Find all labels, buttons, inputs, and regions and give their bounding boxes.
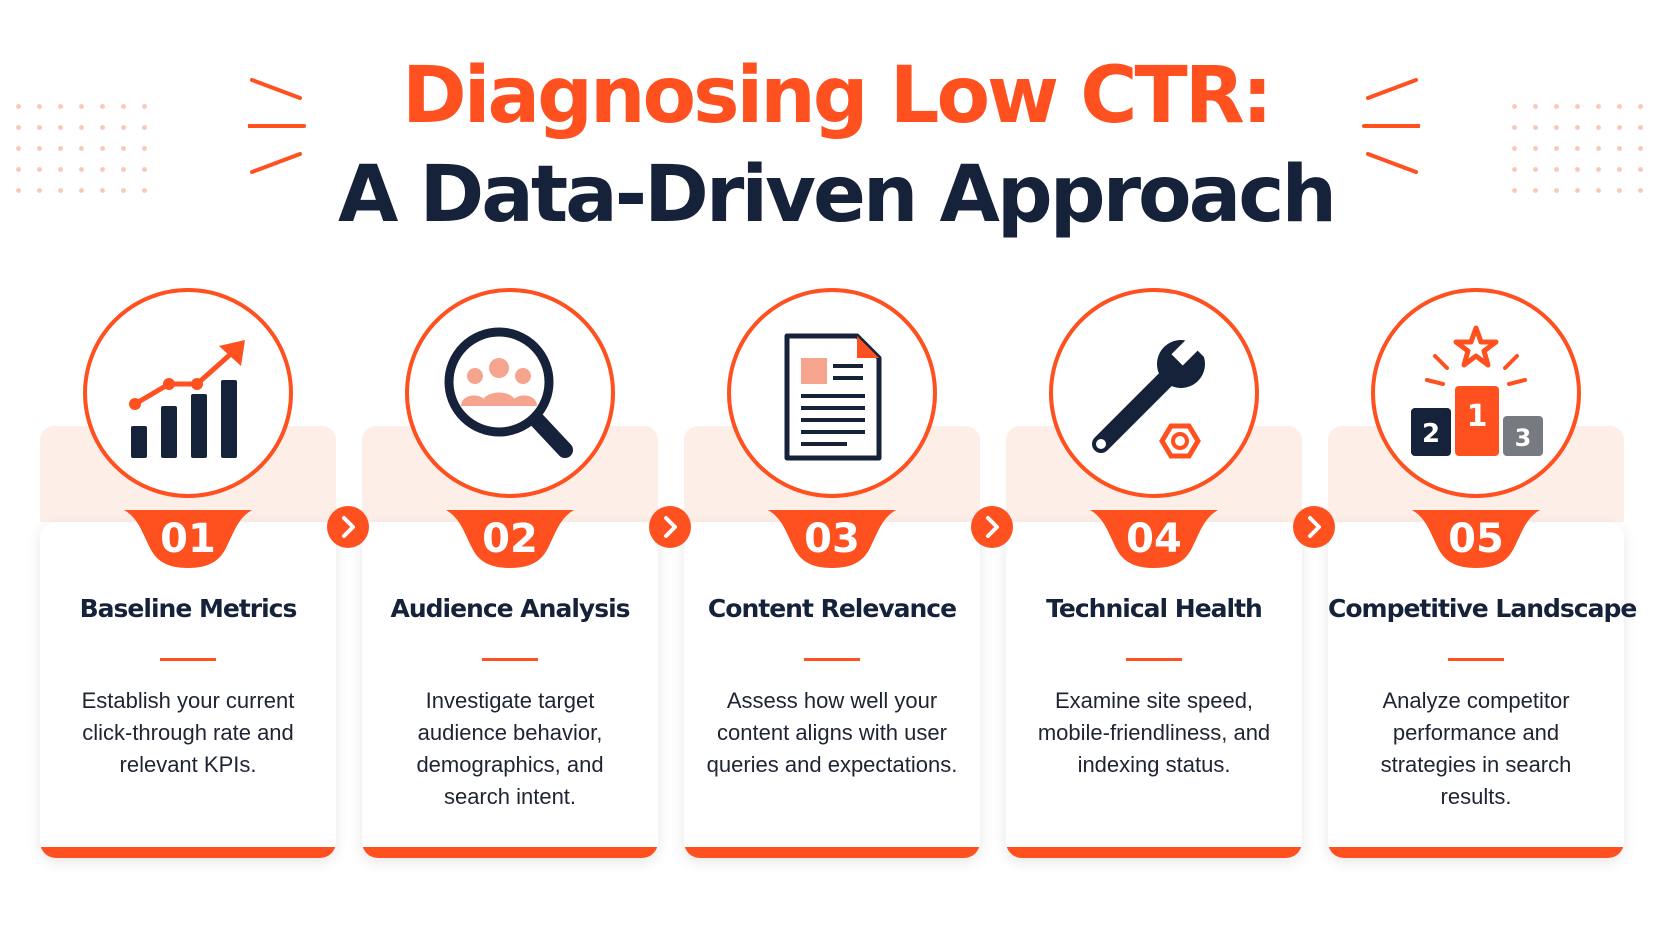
step-description: Analyze competitor performance and strat… xyxy=(1380,688,1572,809)
podium-first-label: 1 xyxy=(1467,399,1488,434)
chevron-right-icon xyxy=(986,516,999,538)
step-number: 03 xyxy=(804,516,860,562)
title-line-2: A Data-Driven Approach xyxy=(337,150,1337,240)
step-divider xyxy=(804,658,860,661)
step-number-badge xyxy=(446,510,574,568)
step-card-baseline-metrics: 01 Baseline Metrics Establish your curre… xyxy=(40,288,336,868)
step-arrow-3-4 xyxy=(971,506,1013,548)
step-description: Examine site speed, mobile-friendliness,… xyxy=(1037,688,1271,777)
wrench-nut-icon xyxy=(1092,334,1207,459)
step-card-audience-analysis: 02 Audience Analysis Investigate target … xyxy=(362,288,658,868)
podium-second-label: 2 xyxy=(1422,419,1440,449)
step-number: 01 xyxy=(160,516,216,562)
decorative-dot-grid-right xyxy=(1504,96,1654,200)
step-divider xyxy=(1448,658,1504,661)
burst-lines-left-icon xyxy=(248,78,306,174)
step-divider xyxy=(1126,658,1182,661)
page-title: Diagnosing Low CTR: A Data-Driven Approa… xyxy=(0,48,1672,246)
step-number-badge xyxy=(1412,510,1540,568)
step-card-technical-health: 04 Technical Health Examine site speed, … xyxy=(1006,288,1302,868)
document-icon xyxy=(784,333,882,461)
step-number: 04 xyxy=(1126,516,1182,562)
podium-star-icon: 2 1 3 xyxy=(1411,325,1543,456)
step-arrow-4-5 xyxy=(1293,506,1335,548)
step-description: Investigate target audience behavior, de… xyxy=(416,688,604,809)
step-card-body xyxy=(40,522,336,858)
chevron-right-icon xyxy=(1308,516,1321,538)
chevron-right-icon xyxy=(342,516,355,538)
step-number-badge xyxy=(1090,510,1218,568)
step-card-body xyxy=(1006,522,1302,858)
step-title: Audience Analysis xyxy=(390,594,630,623)
step-card-body xyxy=(684,522,980,858)
step-divider xyxy=(482,658,538,661)
step-description: Establish your current click-through rat… xyxy=(81,688,295,777)
step-card-body xyxy=(1328,522,1624,858)
bar-chart-trend-icon xyxy=(129,340,245,458)
step-icon-circle xyxy=(83,288,293,498)
step-arrow-2-3 xyxy=(649,506,691,548)
step-card-body xyxy=(362,522,658,858)
step-number-badge xyxy=(768,510,896,568)
step-arrow-1-2 xyxy=(327,506,369,548)
step-number-badge xyxy=(124,510,252,568)
step-card-content-relevance: 03 Content Relevance Assess how well you… xyxy=(684,288,980,868)
step-divider xyxy=(160,658,216,661)
step-title: Competitive Landscape xyxy=(1328,594,1637,623)
step-card-competitive-landscape: 2 1 3 05 Competitive Landscape Analyze c… xyxy=(1328,288,1637,868)
magnifier-audience-icon xyxy=(444,327,573,458)
step-number: 02 xyxy=(482,516,538,562)
burst-lines-right-icon xyxy=(1362,78,1420,174)
step-description: Assess how well your content aligns with… xyxy=(706,688,958,777)
step-title: Content Relevance xyxy=(707,594,957,623)
chevron-right-icon xyxy=(664,516,677,538)
step-title: Technical Health xyxy=(1046,594,1263,623)
title-line-1: Diagnosing Low CTR: xyxy=(402,51,1273,141)
podium-third-label: 3 xyxy=(1515,424,1532,452)
step-number: 05 xyxy=(1448,516,1504,562)
step-title: Baseline Metrics xyxy=(79,594,298,623)
decorative-dot-grid-left xyxy=(8,96,158,200)
